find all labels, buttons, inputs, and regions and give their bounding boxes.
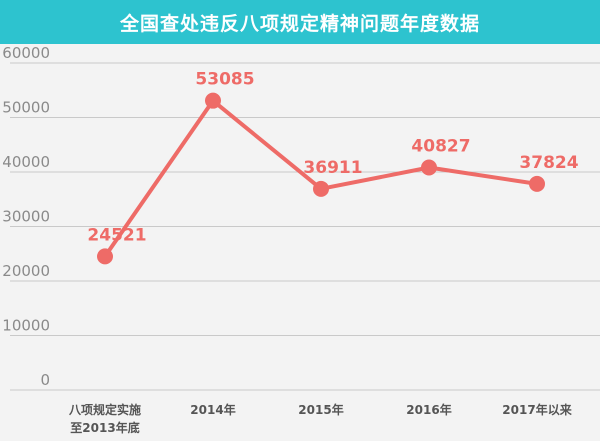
y-tick-label-60000: 60000 <box>2 44 50 62</box>
data-label-3: 40827 <box>411 136 470 156</box>
data-point-3 <box>421 159 437 176</box>
x-tick-label-3: 2016年 <box>406 402 451 417</box>
y-tick-label-20000: 20000 <box>2 262 50 280</box>
x-tick-label-0-0: 八项规定实施 <box>68 402 141 417</box>
data-point-4 <box>529 175 545 192</box>
chart-title: 全国查处违反八项规定精神问题年度数据 <box>119 12 480 35</box>
data-label-2: 36911 <box>303 158 362 178</box>
data-point-2 <box>313 180 329 197</box>
chart-header: 全国查处违反八项规定精神问题年度数据 <box>0 0 600 44</box>
series-line <box>103 98 539 259</box>
y-tick-label-10000: 10000 <box>2 317 50 335</box>
x-tick-label-4: 2017年以来 <box>502 402 572 417</box>
data-label-4: 37824 <box>519 153 578 173</box>
y-tick-label-50000: 50000 <box>2 99 50 117</box>
line-chart: 0 10000 20000 30000 40000 50000 60000 八项规定实施至20… <box>2 44 600 435</box>
x-tick-label-1: 2014年 <box>190 402 235 417</box>
y-tick-label-0: 0 <box>40 371 50 389</box>
data-label-0: 24521 <box>87 225 146 245</box>
y-tick-label-30000: 30000 <box>2 208 50 226</box>
y-tick-label-40000: 40000 <box>2 153 50 171</box>
data-label-1: 53085 <box>195 70 254 90</box>
x-tick-label-2: 2015年 <box>298 402 343 417</box>
x-tick-label-0-1: 至2013年底 <box>70 420 139 435</box>
data-point-1 <box>205 92 221 109</box>
data-point-0 <box>97 248 113 265</box>
chart-plot-area: 0 10000 20000 30000 40000 50000 60000 八项规定实施 至20… <box>0 44 600 441</box>
